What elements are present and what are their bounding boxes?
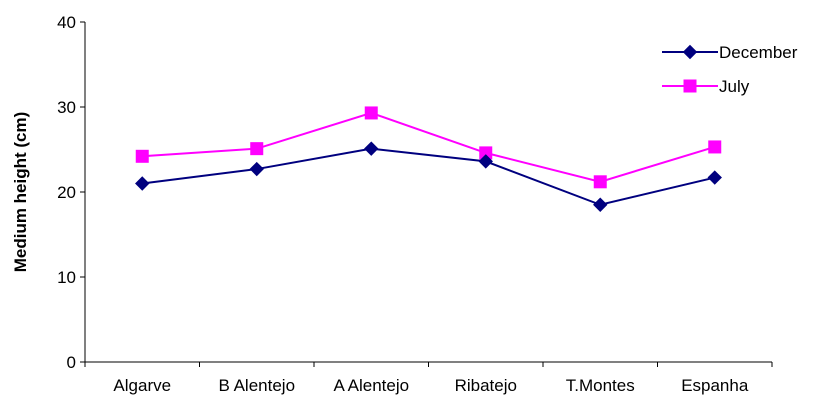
x-tick-label: T.Montes <box>566 376 635 395</box>
y-tick-label: 10 <box>57 268 76 287</box>
axes <box>84 22 772 363</box>
data-point <box>135 176 150 191</box>
legend-marker <box>682 44 698 60</box>
data-point <box>707 170 722 185</box>
y-axis-title-group: Medium height (cm) <box>11 112 30 273</box>
data-point <box>593 197 608 212</box>
x-tick-label: B Alentejo <box>218 376 295 395</box>
data-point <box>364 106 378 120</box>
data-point <box>708 140 722 154</box>
y-tick-label: 20 <box>57 183 76 202</box>
data-point <box>364 141 379 156</box>
data-point <box>249 161 264 177</box>
y-tick-label: 40 <box>57 13 76 32</box>
y-tick-label: 30 <box>57 98 76 117</box>
x-tick-label: Algarve <box>113 376 171 395</box>
y-axis-title: Medium height (cm) <box>11 112 30 273</box>
legend-item-july: July <box>662 77 750 96</box>
legend-marker <box>683 79 697 93</box>
x-tick-label: A Alentejo <box>333 376 409 395</box>
series-layer <box>135 106 722 212</box>
y-tick-label: 0 <box>67 353 76 372</box>
data-point <box>478 154 493 169</box>
x-tick-label: Ribatejo <box>455 376 517 395</box>
series-line <box>142 147 715 206</box>
data-point <box>250 142 264 156</box>
series-december <box>135 141 722 212</box>
legend-label: December <box>719 43 798 62</box>
series-line <box>142 111 716 183</box>
ticks: 0 10 20 30 40 Algarve B Alentejo A Alentejo Riba… <box>57 13 773 395</box>
legend-label: July <box>719 77 750 96</box>
data-point <box>593 175 607 189</box>
series-july <box>135 106 722 189</box>
legend-item-december: December <box>662 43 798 62</box>
x-tick-label: Espanha <box>681 376 749 395</box>
data-point <box>135 149 149 163</box>
legend: December July <box>662 43 798 96</box>
